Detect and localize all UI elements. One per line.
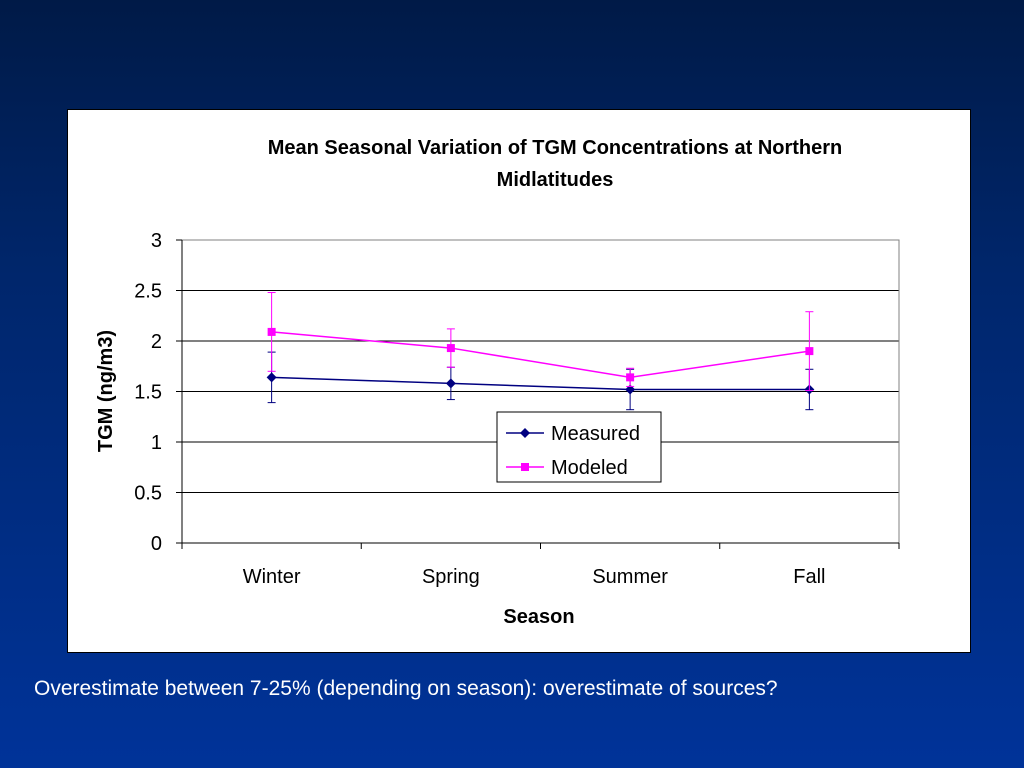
grid-lines — [182, 290, 899, 493]
y-tick-label-3: 1.5 — [134, 382, 162, 404]
legend-label-modeled: Modeled — [551, 457, 628, 479]
legend-label-measured: Measured — [551, 423, 640, 445]
x-tick-label-winter: Winter — [243, 566, 301, 588]
y-axis-label: TGM (ng/m3) — [95, 330, 117, 452]
point-modeled-fall — [805, 347, 814, 356]
point-modeled-summer — [626, 373, 635, 382]
series-line-measured — [271, 376, 810, 391]
legend: Measured Modeled — [496, 411, 662, 483]
chart-svg: Mean Seasonal Variation of TGM Concentra… — [95, 137, 900, 628]
legend-marker-modeled — [521, 463, 529, 471]
y-tick-label-0: 0 — [151, 533, 162, 555]
point-measured-winter — [266, 372, 277, 383]
x-tick-label-spring: Spring — [422, 566, 480, 588]
x-tick-label-fall: Fall — [793, 566, 825, 588]
y-tick-label-1: 0.5 — [134, 483, 162, 505]
y-tick-label-2: 1 — [151, 432, 162, 454]
point-measured-summer — [625, 384, 636, 395]
axes: 0 0.5 1 1.5 2 2.5 3 Winter Spring Summer Fall — [134, 230, 900, 588]
chart-title-line-1: Mean Seasonal Variation of TGM Concentra… — [268, 137, 843, 159]
chart-panel: Mean Seasonal Variation of TGM Concentra… — [67, 109, 971, 653]
chart-title-line-2: Midlatitudes — [497, 169, 614, 191]
point-measured-spring — [445, 378, 456, 389]
point-modeled-winter — [267, 327, 276, 336]
y-tick-label-4: 2 — [151, 331, 162, 353]
x-tick-label-summer: Summer — [592, 566, 668, 588]
series-line-modeled — [271, 331, 810, 379]
legend-marker-measured — [520, 428, 530, 438]
y-tick-label-5: 2.5 — [134, 281, 162, 303]
series — [266, 292, 815, 411]
point-modeled-spring — [446, 344, 455, 353]
x-axis-label: Season — [503, 606, 574, 628]
slide-caption: Overestimate between 7-25% (depending on… — [34, 677, 778, 700]
y-tick-label-6: 3 — [151, 230, 162, 252]
